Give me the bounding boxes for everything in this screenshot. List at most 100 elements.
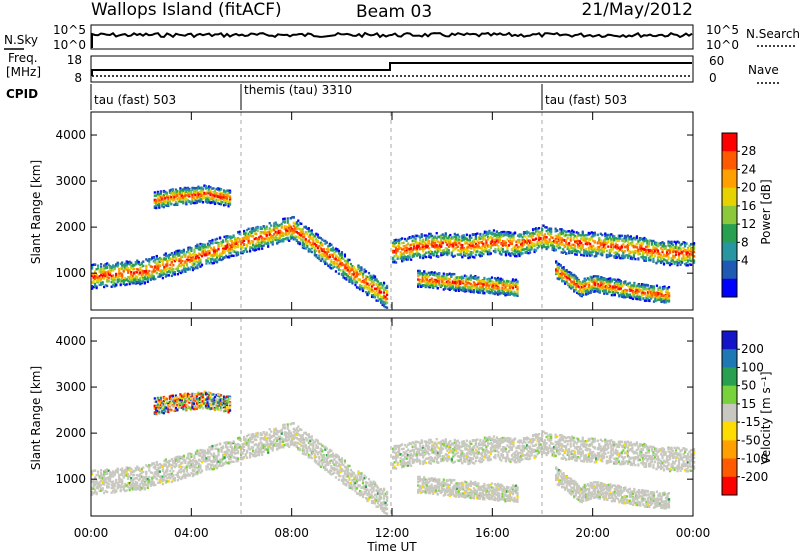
- power-echo-cell: [426, 275, 429, 279]
- power-echo-cell: [134, 278, 137, 281]
- power-echo-cell: [226, 240, 229, 243]
- power-echo-cell: [210, 201, 214, 204]
- power-echo-cell: [202, 246, 205, 249]
- power-echo-cell: [495, 230, 499, 233]
- power-echo-cell: [173, 251, 176, 254]
- power-echo-cell: [262, 244, 265, 247]
- power-echo-cell: [423, 234, 426, 237]
- power-echo-cell: [562, 248, 565, 251]
- power-echo-cell: [457, 283, 460, 286]
- power-echo-cell: [560, 238, 563, 241]
- power-echo-cell: [500, 235, 503, 238]
- power-echo-cell: [478, 291, 481, 294]
- power-echo-cell: [484, 288, 488, 291]
- power-echo-cell: [95, 276, 98, 279]
- power-echo-cell: [420, 233, 423, 237]
- power-echo-cell: [427, 281, 430, 285]
- power-echo-cell: [398, 243, 401, 247]
- power-echo-cell: [167, 267, 170, 270]
- power-echo-cell: [101, 281, 104, 284]
- power-echo-cell: [577, 249, 580, 253]
- power-echo-cell: [152, 256, 155, 259]
- power-echo-cell: [610, 245, 613, 248]
- power-echo-cell: [369, 278, 372, 282]
- power-echo-cell: [688, 244, 691, 248]
- power-echo-cell: [539, 231, 542, 234]
- power-echo-cell: [330, 267, 333, 270]
- nsky-label: N.Sky: [4, 33, 38, 47]
- power-echo-cell: [494, 241, 497, 244]
- power-echo-cell: [554, 237, 557, 241]
- power-echo-cell: [683, 243, 687, 247]
- power-echo-cell: [140, 275, 143, 279]
- power-echo-cell: [162, 205, 165, 209]
- power-echo-cell: [174, 191, 177, 194]
- power-echo-cell: [295, 227, 298, 231]
- power-echo-cell: [435, 254, 438, 258]
- power-echo-cell: [421, 272, 424, 275]
- power-echo-cell: [226, 236, 229, 239]
- power-echo-cell: [443, 238, 446, 242]
- power-echo-cell: [191, 188, 194, 192]
- power-echo-cell: [249, 248, 252, 251]
- power-echo-cell: [435, 239, 438, 242]
- power-echo-cell: [164, 264, 167, 268]
- power-echo-cell: [315, 244, 318, 248]
- power-echo-cell: [423, 253, 426, 256]
- power-echo-cell: [103, 275, 106, 278]
- power-echo-cell: [452, 255, 455, 258]
- power-echo-cell: [139, 277, 142, 280]
- power-echo-cell: [475, 278, 478, 281]
- power-echo-cell: [137, 268, 140, 271]
- power-echo-cell: [667, 252, 670, 256]
- power-echo-cell: [220, 252, 223, 255]
- power-echo-cell: [211, 255, 214, 258]
- power-echo-cell: [221, 197, 224, 201]
- power-echo-cell: [261, 238, 264, 242]
- power-echo-cell: [637, 251, 640, 254]
- power-echo-cell: [161, 271, 164, 274]
- power-echo-cell: [626, 254, 629, 257]
- power-echo-cell: [501, 234, 505, 238]
- power-echo-cell: [572, 249, 575, 253]
- power-echo-cell: [116, 276, 119, 279]
- power-echo-cell: [519, 253, 523, 256]
- power-echo-cell: [638, 244, 642, 247]
- power-echo-cell: [148, 258, 151, 261]
- power-echo-cell: [496, 286, 500, 290]
- power-echo-cell: [181, 263, 184, 266]
- power-echo-cell: [209, 201, 212, 205]
- power-echo-cell: [355, 272, 359, 275]
- power-echo-cell: [407, 247, 410, 251]
- power-echo-cell: [130, 261, 133, 265]
- power-echo-cell: [372, 293, 375, 297]
- power-echo-cell: [635, 250, 639, 253]
- power-echo-cell: [668, 249, 672, 252]
- power-echo-cell: [577, 234, 580, 237]
- power-echo-cell: [227, 248, 231, 251]
- power-echo-cell: [468, 289, 471, 293]
- power-echo-cell: [133, 264, 136, 267]
- power-echo-cell: [432, 238, 435, 242]
- power-echo-cell: [133, 276, 136, 280]
- power-echo-cell: [294, 223, 297, 226]
- power-echo-cell: [171, 190, 174, 194]
- power-echo-cell: [304, 225, 307, 229]
- power-echo-cell: [659, 256, 663, 260]
- power-echo-cell: [604, 246, 607, 249]
- power-echo-cell: [656, 244, 660, 248]
- power-echo-cell: [97, 277, 100, 280]
- power-echo-cell: [180, 191, 183, 194]
- power-echo-cell: [273, 224, 276, 228]
- power-echo-cell: [273, 238, 276, 241]
- power-echo-cell: [589, 254, 592, 257]
- power-echo-cell: [693, 250, 696, 254]
- power-echo-cell: [680, 260, 684, 264]
- power-echo-cell: [505, 281, 509, 285]
- power-echo-cell: [256, 239, 259, 243]
- power-echo-cell: [381, 300, 384, 303]
- power-echo-cell: [153, 198, 156, 202]
- power-echo-cell: [183, 191, 187, 195]
- power-echo-cell: [448, 278, 451, 281]
- power-echo-cell: [342, 272, 345, 275]
